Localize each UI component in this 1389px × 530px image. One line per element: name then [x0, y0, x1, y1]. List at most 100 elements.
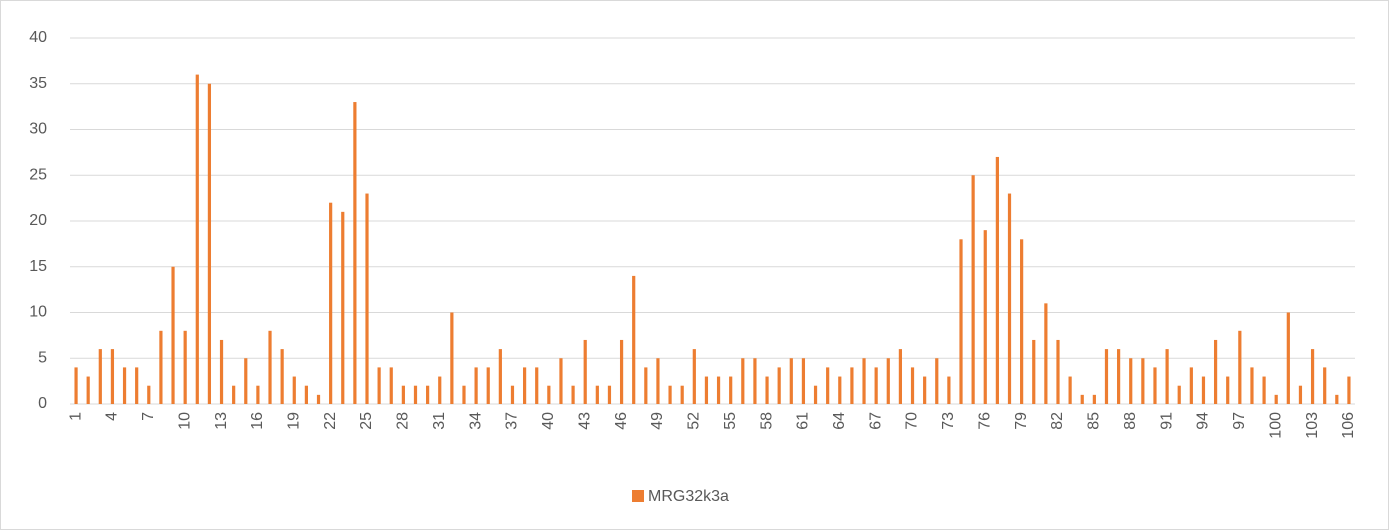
bar: [462, 385, 466, 404]
bar: [753, 358, 757, 404]
x-tick-label: 40: [540, 412, 557, 430]
bar: [874, 367, 878, 404]
bar: [535, 367, 539, 404]
bar: [304, 385, 308, 404]
bar: [244, 358, 248, 404]
bar: [1201, 376, 1206, 404]
x-tick-label: 88: [1122, 412, 1139, 430]
bar: [765, 376, 769, 404]
x-tick-label: 28: [395, 412, 412, 430]
bar: [195, 74, 199, 404]
bar: [826, 367, 830, 404]
bar: [571, 385, 575, 404]
x-tick-label: 43: [576, 412, 593, 430]
bar: [716, 376, 721, 404]
x-tick-label: 19: [285, 412, 302, 430]
bar: [122, 367, 127, 404]
bar: [389, 367, 393, 404]
legend-label: MRG32k3a: [648, 488, 729, 505]
bar: [862, 358, 866, 404]
x-tick-label: 7: [140, 412, 157, 421]
x-tick-label: 82: [1049, 412, 1066, 430]
bar: [1226, 376, 1230, 404]
bar: [704, 376, 709, 404]
bar: [741, 358, 745, 404]
bar: [983, 230, 987, 404]
bar: [498, 349, 502, 404]
bar: [86, 376, 90, 404]
y-tick-label: 30: [29, 121, 47, 138]
bar: [1165, 349, 1169, 404]
bar: [1129, 358, 1133, 404]
x-tick-label: 52: [686, 412, 703, 430]
bar: [1213, 339, 1218, 404]
bar: [232, 385, 236, 404]
bar: [1238, 330, 1242, 404]
bar: [280, 349, 284, 404]
bar: [801, 358, 806, 404]
bar: [1323, 367, 1327, 404]
bar: [1262, 376, 1266, 404]
bar: [583, 339, 587, 404]
x-tick-label: 55: [722, 412, 739, 430]
x-tick-label: 22: [322, 412, 339, 430]
y-tick-label: 0: [38, 395, 47, 412]
x-tick-label: 94: [1195, 412, 1212, 430]
y-tick-label: 25: [29, 166, 47, 183]
bar: [1177, 385, 1181, 404]
x-tick-label: 64: [831, 412, 848, 430]
bar: [110, 349, 115, 404]
x-tick-label: 16: [249, 412, 266, 430]
x-tick-label: 103: [1304, 412, 1321, 439]
x-tick-label: 70: [904, 412, 921, 430]
y-tick-label: 5: [38, 349, 47, 366]
bar: [377, 367, 381, 404]
bar: [947, 376, 951, 404]
bar: [1153, 367, 1157, 404]
bar: [316, 394, 321, 404]
bar: [656, 358, 660, 404]
bar: [1189, 367, 1193, 404]
x-tick-label: 79: [1013, 412, 1030, 430]
bar: [923, 376, 927, 404]
x-tick-label: 46: [613, 412, 630, 430]
bar: [838, 376, 842, 404]
bar: [935, 358, 939, 404]
bar: [1020, 239, 1024, 404]
y-tick-label: 40: [29, 29, 47, 46]
bar: [1080, 394, 1084, 404]
bar: [1068, 376, 1072, 404]
y-tick-label: 10: [29, 304, 47, 321]
bar: [1117, 349, 1121, 404]
x-tick-label: 49: [649, 412, 666, 430]
bar: [135, 367, 139, 404]
bar: [850, 367, 854, 404]
bar: [1044, 303, 1048, 404]
bar: [147, 385, 151, 404]
bar: [207, 83, 212, 404]
bar: [1310, 349, 1315, 404]
bar: [959, 239, 963, 404]
bar: [668, 385, 672, 404]
x-tick-label: 61: [795, 412, 812, 430]
y-tick-label: 20: [29, 212, 47, 229]
bar: [401, 385, 405, 404]
x-tick-label: 34: [467, 412, 484, 430]
bar: [995, 156, 999, 404]
bar: [219, 339, 224, 404]
bar: [510, 385, 515, 404]
x-tick-label: 58: [758, 412, 775, 430]
bar: [159, 330, 163, 404]
x-tick-label: 25: [358, 412, 375, 430]
x-tick-label: 13: [213, 412, 230, 430]
bar: [789, 358, 793, 404]
bar: [365, 193, 369, 404]
bar: [607, 385, 612, 404]
bar: [171, 266, 175, 404]
bar: [98, 349, 102, 404]
x-tick-label: 106: [1340, 412, 1357, 439]
bar: [971, 175, 975, 404]
bar: [522, 367, 527, 404]
y-tick-label: 15: [29, 258, 47, 275]
